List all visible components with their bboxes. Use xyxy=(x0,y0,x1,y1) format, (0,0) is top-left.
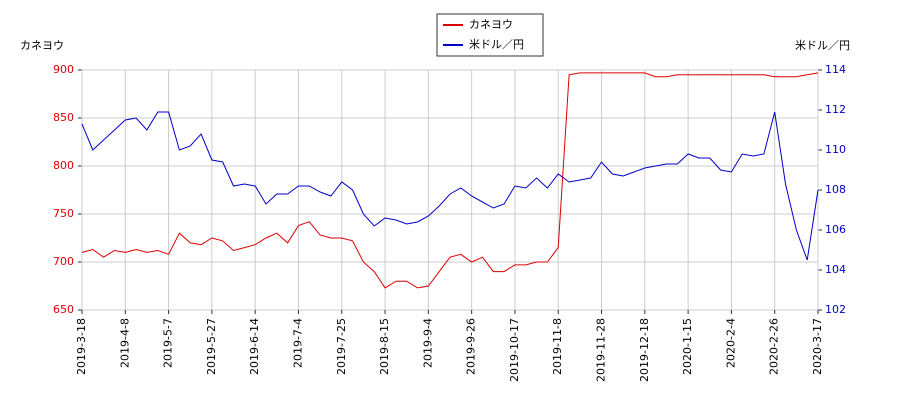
x-tick-label: 2019-3-18 xyxy=(75,318,88,375)
x-tick-label: 2019-9-26 xyxy=(465,318,478,375)
y2-tick-label: 114 xyxy=(825,63,846,76)
x-tick-label: 2020-2-26 xyxy=(768,318,781,375)
x-tick-label: 2019-12-18 xyxy=(638,318,651,382)
y2-tick-label: 112 xyxy=(825,103,846,116)
x-tick-label: 2019-8-15 xyxy=(378,318,391,375)
y-tick-label: 900 xyxy=(53,63,74,76)
x-tick-label: 2019-4-8 xyxy=(118,318,131,368)
x-tick-label: 2020-2-4 xyxy=(724,318,737,368)
y2-tick-label: 108 xyxy=(825,183,846,196)
line-series xyxy=(81,72,819,289)
plot-frame xyxy=(81,69,819,311)
x-tick-label: 2019-7-4 xyxy=(291,318,304,368)
x-tick-label: 2019-6-14 xyxy=(248,318,261,375)
x-tick-label: 2019-9-4 xyxy=(421,318,434,368)
y-tick-label: 850 xyxy=(53,111,74,124)
y-axis-label: カネヨウ xyxy=(20,39,64,52)
y-tick-label: 800 xyxy=(53,159,74,172)
y-tick-label: 750 xyxy=(53,207,74,220)
x-tick-label: 2019-11-8 xyxy=(551,318,564,375)
line-series xyxy=(81,111,819,261)
y2-axis-label: 米ドル／円 xyxy=(795,39,850,52)
legend-label: カネヨウ xyxy=(469,18,513,31)
y2-tick-label: 102 xyxy=(825,303,846,316)
y2-tick-label: 104 xyxy=(825,263,846,276)
x-tick-label: 2019-11-28 xyxy=(595,318,608,382)
y2-tick-label: 106 xyxy=(825,223,846,236)
legend-label: 米ドル／円 xyxy=(469,38,524,51)
y-tick-label: 700 xyxy=(53,255,74,268)
x-tick-label: 2019-5-7 xyxy=(162,318,175,368)
x-tick-label: 2020-1-15 xyxy=(681,318,694,375)
x-tick-label: 2019-7-25 xyxy=(335,318,348,375)
legend-box xyxy=(436,13,544,57)
y2-tick-label: 110 xyxy=(825,143,846,156)
x-tick-label: 2019-10-17 xyxy=(508,318,521,382)
x-tick-label: 2019-5-27 xyxy=(205,318,218,375)
x-tick-label: 2020-3-17 xyxy=(811,318,824,375)
y-tick-label: 650 xyxy=(53,303,74,316)
